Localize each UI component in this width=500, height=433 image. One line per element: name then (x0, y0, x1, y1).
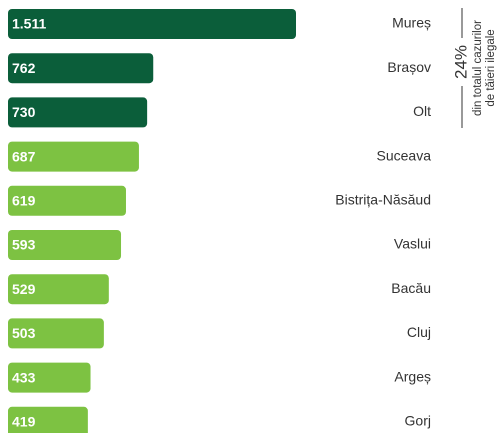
value-label: 687 (12, 148, 36, 164)
value-label: 762 (12, 60, 36, 76)
category-label: Bistrița-Năsăud (335, 192, 431, 208)
value-label: 419 (12, 414, 36, 430)
value-label: 529 (12, 281, 36, 297)
annotation-text: de tăieri ilegale (485, 29, 497, 106)
category-label: Suceava (377, 147, 432, 163)
category-label: Cluj (407, 324, 431, 340)
annotation-text: din totalul cazurilor (472, 20, 484, 116)
bar (8, 97, 148, 128)
value-label: 593 (12, 237, 36, 253)
bar (8, 274, 109, 305)
category-label: Argeș (394, 368, 431, 384)
category-label: Vaslui (394, 236, 431, 252)
bar (8, 185, 126, 216)
category-label: Bacău (391, 280, 431, 296)
category-label: Mureș (392, 15, 431, 31)
annotation-percent: 24% (451, 45, 470, 79)
bar (8, 406, 88, 433)
value-label: 619 (12, 193, 36, 209)
bar (8, 9, 296, 39)
category-label: Olt (413, 103, 431, 119)
value-label: 433 (12, 369, 36, 385)
bar (8, 141, 139, 172)
value-label: 1.511 (12, 16, 46, 32)
category-label: Brașov (387, 59, 431, 75)
category-label: Gorj (405, 413, 431, 429)
bar (8, 362, 91, 393)
bar (8, 230, 122, 260)
bar (8, 53, 154, 84)
value-label: 503 (12, 325, 36, 341)
bar (8, 318, 104, 349)
value-label: 730 (12, 104, 36, 120)
